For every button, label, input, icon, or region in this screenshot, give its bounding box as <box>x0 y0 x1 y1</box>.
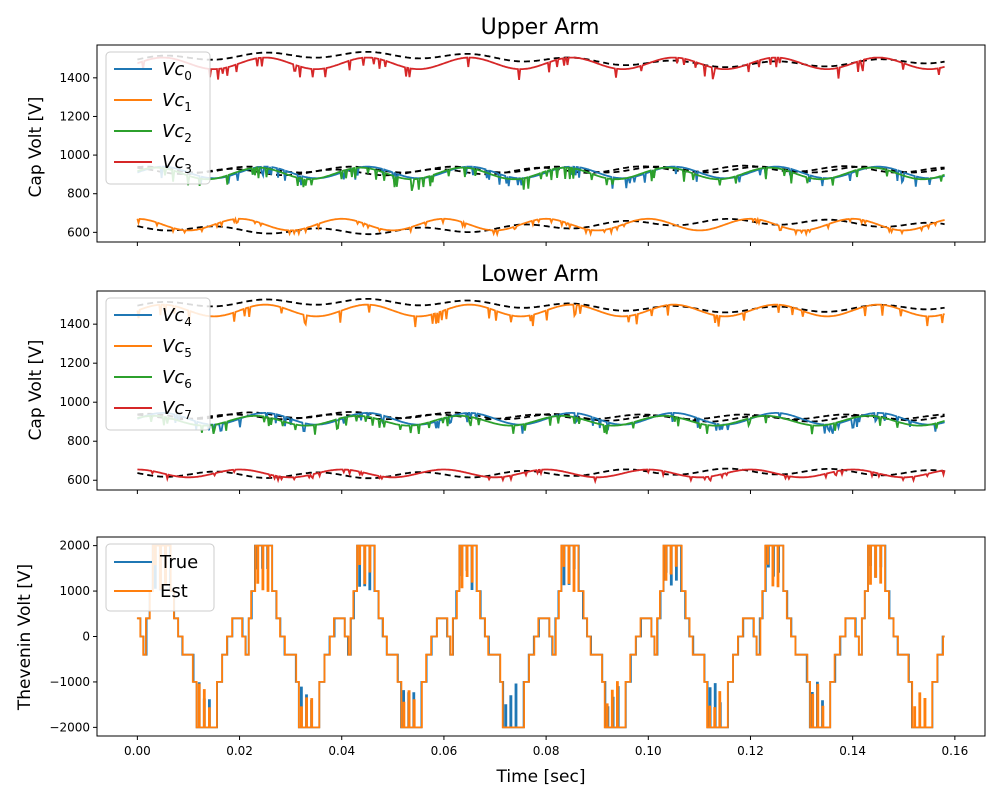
legend-label: Vc6 <box>162 367 192 391</box>
legend-box <box>105 51 211 185</box>
x-tick-label: 0.16 <box>941 744 968 758</box>
legend-label: Vc2 <box>162 121 192 145</box>
legend-label-name: Vc <box>162 367 184 388</box>
legend-label-subscript: 6 <box>184 377 192 391</box>
legend-label-name: Vc <box>162 336 184 357</box>
legend-label-name: Vc <box>162 121 184 142</box>
estimate-line <box>137 467 945 480</box>
ylabel-lower-arm: Cap Volt [V] <box>26 340 46 441</box>
estimate-line <box>137 51 945 68</box>
y-tick-label: −2000 <box>49 720 90 734</box>
y-tick-label: 800 <box>67 187 90 201</box>
panel-upper-arm: Upper Arm Cap Volt [V] 600 800 1000 1200 140… <box>26 15 986 246</box>
legend-label-name: Vc <box>162 59 184 80</box>
x-tick-label: 0.08 <box>533 744 560 758</box>
y-tick-label: 1400 <box>59 71 90 85</box>
legend-label-subscript: 0 <box>184 69 192 83</box>
legend-label-subscript: 3 <box>184 162 192 176</box>
legend-box <box>105 297 211 431</box>
title-upper-arm: Upper Arm <box>481 15 600 40</box>
x-tick-label: 0.00 <box>124 744 151 758</box>
axis-ticks-thevenin: −2000 −1000 0 1000 2000 0.00 0.02 0.04 0.06 0.08 0… <box>49 539 968 758</box>
legend-label-subscript: 7 <box>184 408 192 422</box>
y-tick-label: 2000 <box>59 539 90 553</box>
legend-label: Vc3 <box>162 152 192 176</box>
plot-area-thevenin <box>136 544 945 729</box>
y-tick-label: 1400 <box>59 317 90 331</box>
panel-lower-arm: Lower Arm Cap Volt [V] 600 800 1000 1200 140… <box>26 262 986 494</box>
y-tick-label: −1000 <box>49 675 90 689</box>
estimate-line <box>137 218 945 236</box>
x-tick-label: 0.02 <box>226 744 253 758</box>
series-line-vc1 <box>136 216 945 238</box>
ylabel-thevenin: Thevenin Volt [V] <box>15 564 35 711</box>
legend-label: True <box>159 552 198 573</box>
legend-label-name: Vc <box>162 398 184 419</box>
x-tick-label: 0.06 <box>431 744 458 758</box>
axes-frame-lower-arm <box>96 290 986 491</box>
series-line-est <box>136 544 945 729</box>
xlabel-thevenin: Time [sec] <box>496 767 586 787</box>
series-line-vc4 <box>137 411 945 435</box>
legend-label: Vc7 <box>162 398 192 422</box>
series-line-vc3 <box>137 56 945 80</box>
y-tick-label: 1000 <box>59 395 90 409</box>
x-tick-label: 0.04 <box>328 744 355 758</box>
x-tick-label: 0.12 <box>737 744 764 758</box>
legend-label-name: Vc <box>162 152 184 173</box>
y-tick-label: 1200 <box>59 356 90 370</box>
legend-label-subscript: 2 <box>184 131 192 145</box>
y-tick-label: 1200 <box>59 109 90 123</box>
axes-frame-upper-arm <box>96 44 986 243</box>
y-tick-label: 0 <box>82 630 90 644</box>
y-tick-label: 1000 <box>59 584 90 598</box>
y-tick-label: 600 <box>67 225 90 239</box>
ylabel-upper-arm: Cap Volt [V] <box>26 97 46 198</box>
series-line-vc6 <box>137 414 945 435</box>
legend-label-name: Vc <box>162 90 184 111</box>
title-lower-arm: Lower Arm <box>481 262 599 287</box>
axis-ticks-upper-arm: 600 800 1000 1200 1400 <box>59 71 956 246</box>
series-line-vc5 <box>136 303 945 328</box>
panel-thevenin: Thevenin Volt [V] Time [sec] −2000 −1000 0… <box>15 536 986 787</box>
legend-label-subscript: 5 <box>184 346 192 360</box>
series-line-vc2 <box>137 166 945 192</box>
legend-label-subscript: 1 <box>184 100 192 114</box>
legend-label: Vc5 <box>162 336 192 360</box>
x-tick-label: 0.10 <box>635 744 662 758</box>
axis-ticks-lower-arm: 600 800 1000 1200 1400 <box>59 317 956 494</box>
y-tick-label: 1000 <box>59 148 90 162</box>
y-tick-label: 800 <box>67 434 90 448</box>
estimate-line <box>137 298 945 314</box>
y-tick-label: 600 <box>67 473 90 487</box>
legend-label: Vc0 <box>162 59 192 83</box>
plot-area-upper-arm <box>136 51 945 238</box>
x-tick-label: 0.14 <box>839 744 866 758</box>
legend-label-name: Vc <box>162 305 184 326</box>
plot-area-lower-arm <box>136 298 946 485</box>
series-line-vc7 <box>137 468 946 485</box>
legend-box <box>105 543 215 612</box>
legend-label-subscript: 4 <box>184 315 192 329</box>
legend-label: Vc1 <box>162 90 192 114</box>
estimate-line <box>137 411 945 423</box>
legend-label: Est <box>160 581 188 602</box>
legend-thevenin: True Est <box>105 543 215 612</box>
legend-label: Vc4 <box>162 305 192 329</box>
